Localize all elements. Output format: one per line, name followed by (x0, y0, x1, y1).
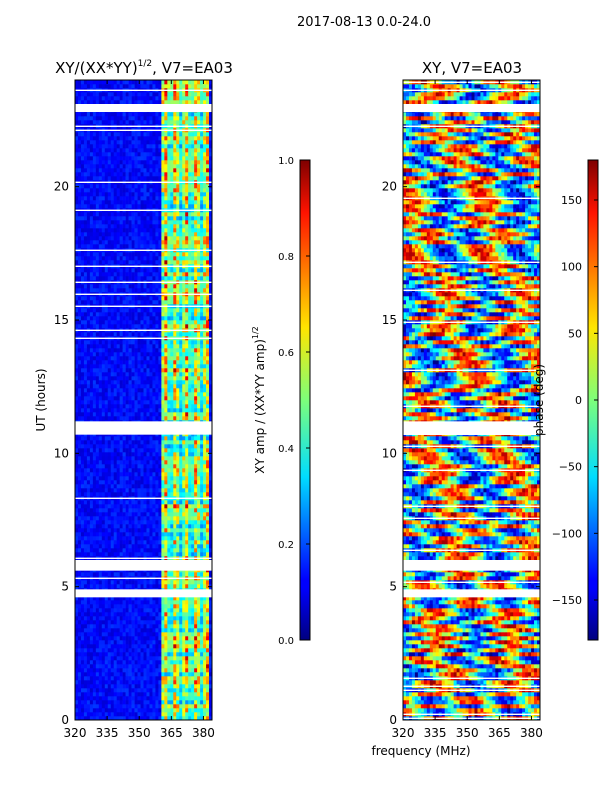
phase-x-axis-label: frequency (MHz) (371, 744, 470, 758)
phase-flagged-gap (403, 421, 540, 435)
phase-flagged-gap (403, 589, 540, 598)
amplitude-x-tick-label: 335 (96, 726, 119, 740)
amplitude-plot-frame (74, 79, 213, 721)
amplitude-flagged-gap (75, 104, 212, 112)
phase-panel-title: XY, V7=EA03 (422, 59, 522, 77)
amplitude-flagged-gap (75, 560, 212, 571)
amplitude-flagged-gap (75, 589, 212, 598)
phase-colorbar-tick-label: 50 (568, 327, 582, 340)
amplitude-colorbar-label: XY amp / (XX*YY amp)1/2 (251, 326, 267, 474)
amplitude-x-tick-label: 320 (64, 726, 87, 740)
amplitude-panel-title: XY/(XX*YY)1/2, V7=EA03 (55, 59, 233, 77)
amplitude-y-axis-label: UT (hours) (34, 368, 48, 431)
phase-x-tick-label: 350 (456, 726, 479, 740)
phase-x-tick-label: 365 (488, 726, 511, 740)
amplitude-y-tick-label: 15 (54, 313, 69, 327)
phase-colorbar: 150 100 50 0 −50 −100 −150 phase (deg) (532, 159, 599, 641)
phase-colorbar-tick-label: 150 (561, 194, 582, 207)
phase-panel: XY, V7=EA03 320 335 350 365 380 0 5 10 15 20 freq… (371, 59, 542, 758)
amplitude-y-tick-label: 20 (54, 180, 69, 194)
amplitude-colorbar-tick-label: 0.2 (278, 540, 294, 551)
phase-colorbar-tick-label: −100 (552, 527, 582, 540)
amplitude-heatmap (75, 80, 213, 721)
amplitude-colorbar-tick-label: 0.8 (278, 252, 294, 263)
amplitude-y-tick-label: 5 (61, 580, 69, 594)
phase-x-tick-label: 320 (392, 726, 415, 740)
amplitude-x-tick-label: 350 (128, 726, 151, 740)
amplitude-y-tick-label: 10 (54, 446, 69, 460)
amplitude-flagged-gap (75, 421, 212, 435)
phase-y-tick-label: 10 (382, 446, 397, 460)
phase-colorbar-tick-label: 100 (561, 261, 582, 274)
amplitude-colorbar-tick-label: 1.0 (278, 156, 294, 167)
phase-y-tick-label: 5 (389, 580, 397, 594)
phase-plot-frame (402, 79, 541, 721)
phase-colorbar-label: phase (deg) (532, 364, 546, 436)
amplitude-colorbar-tick-label: 0.4 (278, 444, 294, 455)
phase-heatmap (403, 80, 541, 721)
amplitude-colorbar-tick-label: 0.6 (278, 348, 294, 359)
phase-y-tick-label: 0 (389, 713, 397, 727)
phase-colorbar-tick-label: −50 (559, 461, 582, 474)
phase-y-tick-label: 15 (382, 313, 397, 327)
amplitude-y-tick-label: 0 (61, 713, 69, 727)
phase-flagged-gap (403, 560, 540, 571)
amplitude-panel: XY/(XX*YY)1/2, V7=EA03 320 335 350 365 380 0 5… (34, 59, 233, 740)
phase-y-tick-label: 20 (382, 180, 397, 194)
amplitude-x-tick-label: 380 (192, 726, 215, 740)
amplitude-colorbar-tick-label: 0.0 (278, 636, 294, 647)
phase-x-tick-label: 380 (520, 726, 543, 740)
amplitude-colorbar-bar (299, 159, 311, 641)
phase-flagged-gap (403, 104, 540, 112)
phase-colorbar-tick-label: −150 (552, 594, 582, 607)
amplitude-colorbar: 0.0 0.2 0.4 0.6 0.8 1.0 XY amp / (XX*YY amp)1… (251, 156, 311, 647)
phase-colorbar-tick-label: 0 (575, 394, 582, 407)
phase-x-tick-label: 335 (424, 726, 447, 740)
amplitude-x-tick-label: 365 (160, 726, 183, 740)
figure-suptitle: 2017-08-13 0.0-24.0 (297, 15, 431, 30)
